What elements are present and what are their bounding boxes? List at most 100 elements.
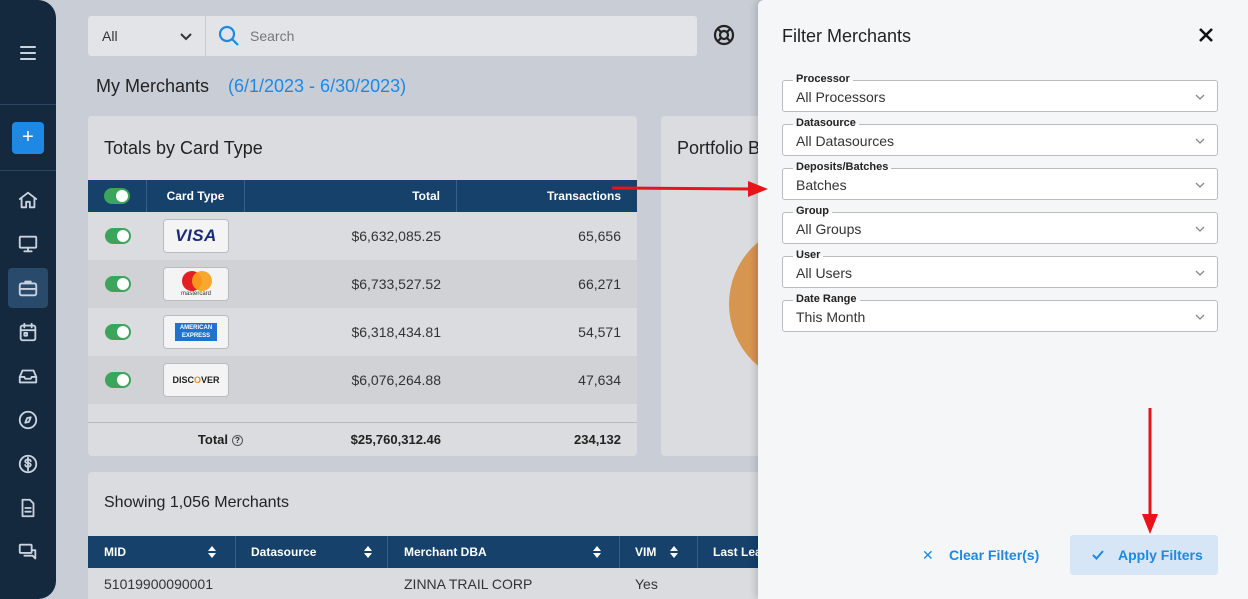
table-row: mastercard $6,733,527.52 66,271 (88, 260, 637, 308)
field-value: All Users (796, 265, 853, 281)
panel-title: Portfolio B (677, 138, 761, 158)
grand-total: $25,760,312.46 (350, 432, 441, 447)
chevron-down-icon (180, 33, 192, 41)
help-icon[interactable] (713, 24, 735, 46)
row-total: $6,733,527.52 (351, 276, 441, 292)
merchants-count: Showing 1,056 Merchants (104, 494, 289, 511)
filter-merchants-drawer: Filter Merchants Processor All Processor… (758, 0, 1248, 599)
field-value: All Groups (796, 221, 862, 237)
column-last-lease[interactable]: Last Lea (713, 545, 762, 559)
row-mid[interactable]: 51019900090001 (104, 576, 214, 592)
plus-icon[interactable]: + (12, 122, 44, 154)
toggle-all-switch[interactable] (104, 188, 130, 204)
chevron-down-icon (1195, 314, 1205, 320)
card-toggle-switch[interactable] (105, 372, 131, 388)
drawer-title: Filter Merchants (782, 26, 912, 46)
sidebar: + (0, 0, 56, 599)
field-value: Batches (796, 177, 847, 193)
clear-filters-button[interactable]: ✕ Clear Filter(s) (920, 535, 1050, 575)
deposits-batches-select[interactable]: Deposits/Batches Batches (782, 161, 1218, 200)
column-card-type: Card Type (147, 180, 245, 212)
row-transactions: 65,656 (578, 228, 621, 244)
row-transactions: 66,271 (578, 276, 621, 292)
column-vim[interactable]: VIM (620, 536, 698, 568)
chevron-down-icon (1195, 270, 1205, 276)
briefcase-icon[interactable] (8, 268, 48, 308)
compass-icon[interactable] (8, 400, 48, 440)
page-date-range: (6/1/2023 - 6/30/2023) (228, 76, 407, 96)
row-transactions: 47,634 (578, 372, 621, 388)
column-merchant-dba[interactable]: Merchant DBA (388, 536, 620, 568)
date-range-select[interactable]: Date Range This Month (782, 293, 1218, 332)
help-icon: ? (232, 435, 243, 446)
field-label: Deposits/Batches (793, 161, 892, 174)
panel-title: Totals by Card Type (104, 138, 263, 158)
search-icon (218, 25, 240, 47)
close-icon[interactable] (1198, 27, 1214, 43)
column-mid[interactable]: MID (88, 536, 236, 568)
column-datasource[interactable]: Datasource (236, 536, 388, 568)
table-header: Card Type Total Transactions (88, 180, 637, 212)
home-icon[interactable] (8, 180, 48, 220)
calendar-icon[interactable] (8, 312, 48, 352)
field-label: Processor (793, 73, 853, 86)
sidebar-divider (0, 104, 56, 105)
table-row: AMERICAN EXPRESS $6,318,434.81 54,571 (88, 308, 637, 356)
table-row: VISA $6,632,085.25 65,656 (88, 212, 637, 260)
row-vim: Yes (635, 576, 658, 592)
page-title: My Merchants (96, 76, 210, 96)
monitor-icon[interactable] (8, 224, 48, 264)
dollar-icon[interactable] (8, 444, 48, 484)
row-total: $6,318,434.81 (351, 324, 441, 340)
processor-select[interactable]: Processor All Processors (782, 73, 1218, 112)
totals-by-card-type-panel: Totals by Card Type Card Type Total Tran… (88, 116, 637, 456)
card-toggle-switch[interactable] (105, 228, 131, 244)
inbox-icon[interactable] (8, 356, 48, 396)
american-express-logo: AMERICAN EXPRESS (163, 315, 229, 349)
chevron-down-icon (1195, 94, 1205, 100)
table-row: DISCOVER $6,076,264.88 47,634 (88, 356, 637, 404)
totals-label: Total? (147, 423, 245, 457)
close-icon: ✕ (922, 547, 934, 563)
field-value: This Month (796, 309, 866, 325)
search-scope-select[interactable]: All (88, 16, 206, 56)
user-select[interactable]: User All Users (782, 249, 1218, 288)
field-label: Date Range (793, 293, 860, 306)
merchants-panel: Showing 1,056 Merchants MID Datasource M… (88, 472, 788, 599)
merchants-table-header: MID Datasource Merchant DBA VIM Last Lea (88, 536, 788, 568)
search-input[interactable]: Search (250, 28, 295, 44)
row-total: $6,632,085.25 (351, 228, 441, 244)
chat-icon[interactable] (8, 532, 48, 572)
menu-icon[interactable] (14, 40, 42, 66)
field-label: Datasource (793, 117, 859, 130)
field-value: All Datasources (796, 133, 895, 149)
discover-logo: DISCOVER (163, 363, 229, 397)
sidebar-divider (0, 170, 56, 171)
grand-transactions: 234,132 (574, 432, 621, 447)
totals-row: Total? $25,760,312.46 234,132 (88, 422, 637, 456)
mastercard-logo: mastercard (163, 267, 229, 301)
chevron-down-icon (1195, 182, 1205, 188)
visa-logo: VISA (163, 219, 229, 253)
field-value: All Processors (796, 89, 886, 105)
chevron-down-icon (1195, 138, 1205, 144)
sort-icon (208, 546, 216, 558)
column-transactions: Transactions (546, 189, 621, 203)
card-toggle-switch[interactable] (105, 324, 131, 340)
apply-filters-button[interactable]: Apply Filters (1070, 535, 1218, 575)
global-search: All Search (88, 16, 697, 56)
chevron-down-icon (1195, 226, 1205, 232)
check-icon (1092, 550, 1104, 560)
sort-icon (364, 546, 372, 558)
group-select[interactable]: Group All Groups (782, 205, 1218, 244)
header-toggle-cell (88, 180, 147, 212)
field-label: Group (793, 205, 832, 218)
search-scope-value: All (102, 28, 118, 44)
field-label: User (793, 249, 824, 262)
card-toggle-switch[interactable] (105, 276, 131, 292)
document-icon[interactable] (8, 488, 48, 528)
datasource-select[interactable]: Datasource All Datasources (782, 117, 1218, 156)
sort-icon (593, 546, 601, 558)
sort-icon (670, 546, 678, 558)
row-total: $6,076,264.88 (351, 372, 441, 388)
